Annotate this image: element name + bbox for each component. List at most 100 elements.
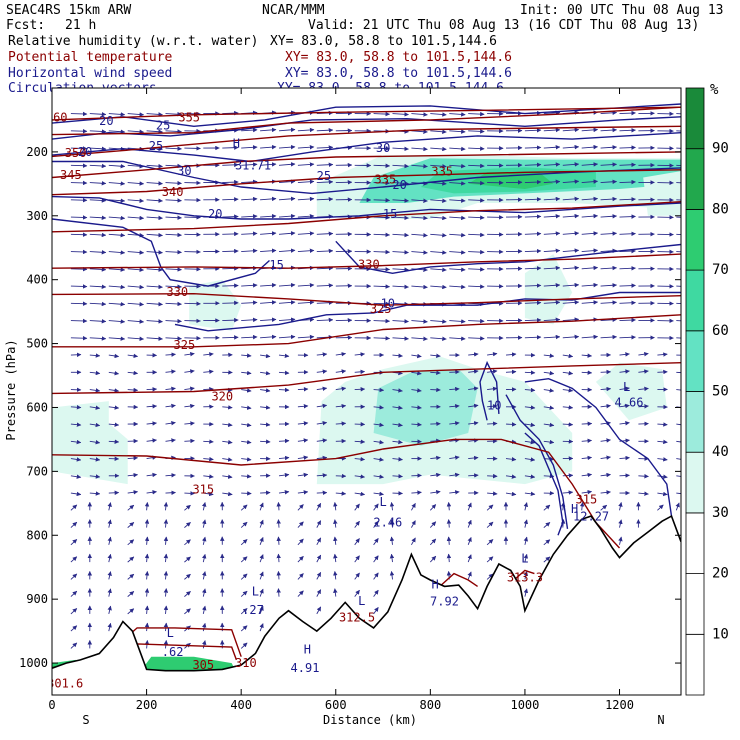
vector-182 [163,536,169,545]
vector-71 [108,232,126,238]
vector-543 [392,439,403,445]
forecast-label: Fcst: [6,18,45,33]
colorbar-swatch-3 [685,451,705,514]
vector-578 [430,112,447,117]
vector-432 [316,554,322,563]
vector-315 [240,625,248,632]
vector-761 [543,405,555,410]
vector-531 [392,232,409,238]
colorbar-swatch-8 [685,148,705,210]
vector-593 [430,370,441,376]
vector-623 [449,421,460,426]
vector-649 [468,386,479,391]
vector-733 [524,422,536,428]
vector-811 [581,370,593,375]
vector-295 [241,283,258,288]
vector-324 [260,231,277,236]
vector-328 [260,300,277,305]
vector-847 [619,162,636,168]
vector-688 [486,573,494,580]
vector-452 [335,386,347,391]
vector-554 [411,146,428,152]
vector-553 [411,129,428,134]
vector-311 [240,556,248,563]
vector-290 [241,196,258,202]
vector-130 [146,198,163,203]
colorbar-label-6: 70 [712,262,729,278]
vector-788 [562,405,574,410]
vector-731 [524,387,536,393]
vector-87 [107,502,112,511]
field-legend: Relative humidity (w.r.t. water) XY= 83.0… [8,34,512,96]
vector-272 [222,439,233,445]
vector-633 [468,111,485,117]
vector-506 [373,318,391,324]
vector-248 [201,571,207,580]
vector-784 [562,334,580,340]
vector-756 [543,317,561,323]
vector-814 [581,421,593,426]
vector-307 [241,491,252,496]
vector-864 [619,455,630,461]
vector-244 [201,502,207,511]
vector-147 [146,490,157,495]
vector-488 [354,503,360,511]
vector-142 [146,404,158,409]
wind-label-2: 25 [149,139,163,153]
vector-585 [430,233,447,238]
vector-520 [373,555,379,563]
vector-388 [297,300,315,305]
vector-823 [600,162,618,167]
vector-0 [70,111,88,117]
extremum-l-2: L [521,551,528,565]
vector-626 [449,472,460,478]
vector-819 [579,501,585,511]
vector-23 [70,504,78,511]
org-label: NCAR/MMM [262,3,325,18]
vector-686 [486,539,494,546]
vector-750 [543,214,561,219]
vector-243 [203,491,214,497]
valid-time: Valid: 21 UTC Thu 08 Aug 13 (16 CDT Thu … [308,18,699,33]
vector-72 [108,250,126,255]
vector-805 [581,265,599,271]
vector-530 [392,215,409,221]
colorbar-label-7: 80 [712,201,729,217]
vector-637 [468,180,485,186]
vector-47 [89,370,101,376]
vector-622 [449,403,460,409]
vector-417 [316,300,334,305]
vector-144 [146,438,157,443]
vector-49 [89,405,101,410]
vector-929 [676,285,681,287]
vector-151 [144,553,150,563]
vector-387 [297,282,315,288]
theta-line-8 [52,314,681,348]
vector-512 [373,422,384,428]
vector-342 [259,536,264,545]
vector-838 [600,421,611,426]
vector-828 [600,248,618,254]
vector-815 [581,438,593,444]
vector-22 [70,491,82,497]
vector-545 [392,474,403,479]
theta-line-11 [127,627,242,657]
vector-353 [278,196,296,202]
vector-710 [505,474,517,479]
vector-558 [411,215,428,221]
vector-45 [89,336,107,341]
theta-line-2 [52,125,681,158]
vector-783 [562,317,580,322]
colorbar-swatch-9 [685,87,705,150]
vector-359 [278,300,296,305]
vector-718 [524,162,542,168]
vector-772 [562,127,580,133]
vector-740 [523,536,529,545]
rh-area-5 [524,254,573,325]
vector-427 [316,473,328,478]
vector-98 [127,164,145,169]
vector-18 [70,422,82,427]
vector-782 [562,300,580,305]
vector-656 [467,502,472,511]
vector-122 [127,573,135,580]
